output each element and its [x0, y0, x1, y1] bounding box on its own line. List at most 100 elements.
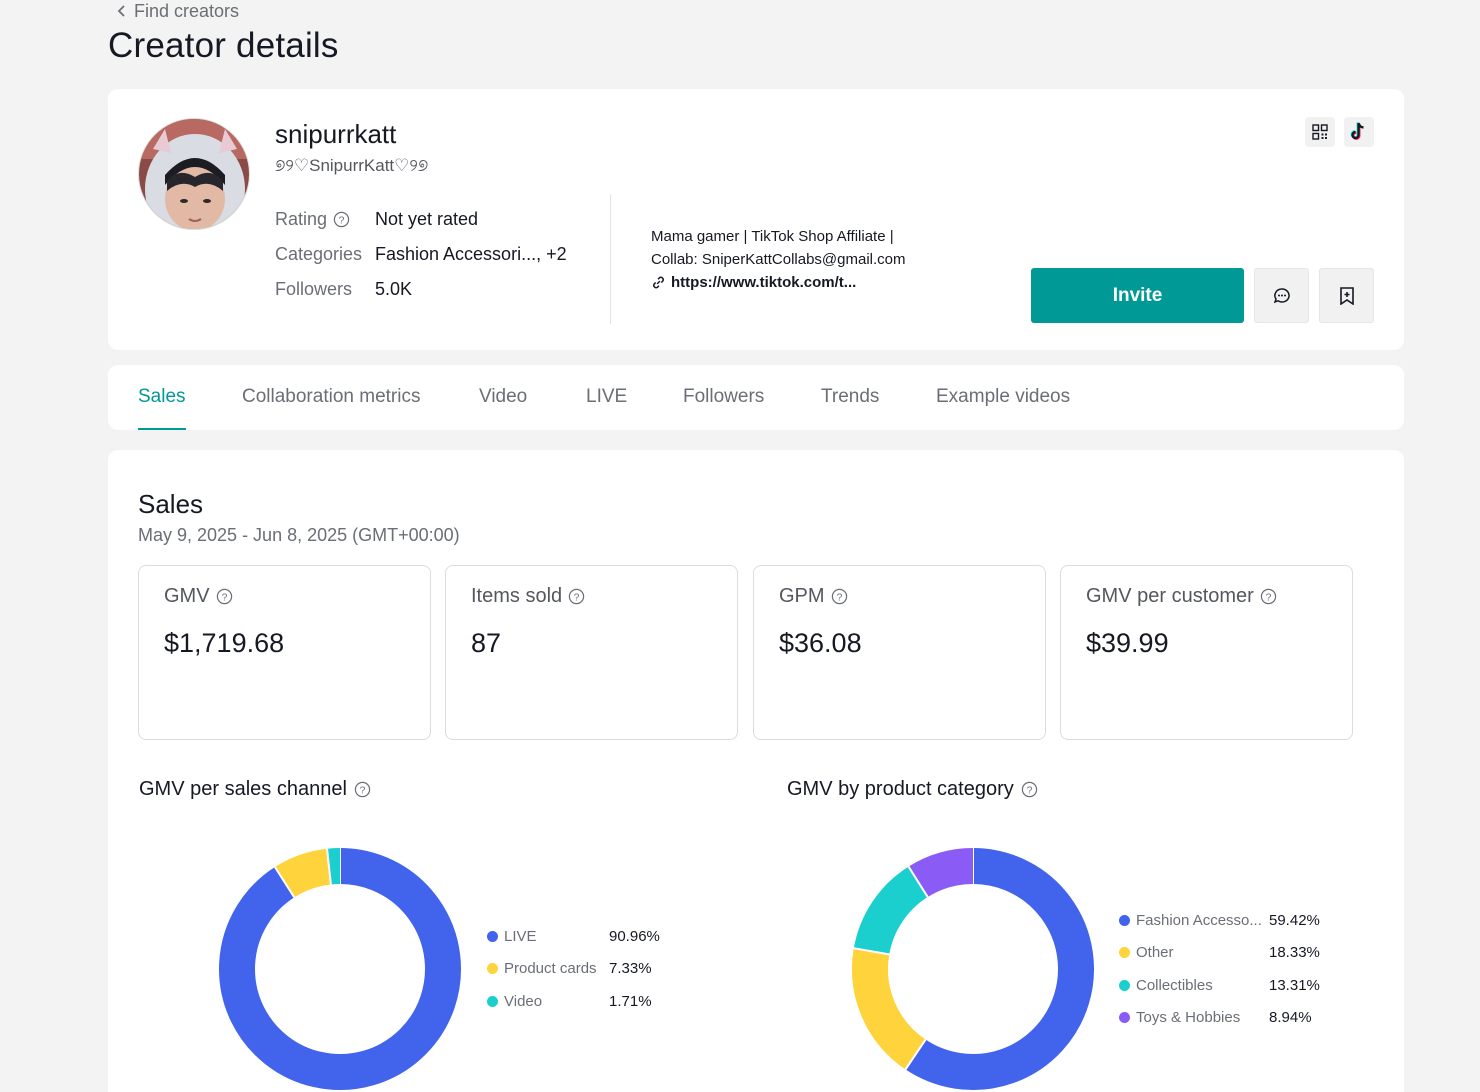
legend-percentage: 8.94% — [1269, 1009, 1312, 1027]
legend-item[interactable]: Collectibles 13.31% — [1119, 969, 1349, 1002]
bio-link[interactable]: https://www.tiktok.com/t... — [651, 271, 906, 294]
tab-live[interactable]: LIVE — [586, 386, 628, 407]
metric-value: $39.99 — [1086, 628, 1169, 658]
link-icon — [653, 276, 664, 289]
legend-label: LIVE — [504, 927, 537, 945]
metric-value: 87 — [471, 628, 502, 658]
chevron-left-icon — [117, 5, 125, 17]
metric-label: GPM — [779, 585, 825, 607]
legend-label: Other — [1136, 944, 1174, 962]
legend-item[interactable]: Toys & Hobbies 8.94% — [1119, 1002, 1349, 1035]
followers-row: Followers 5.0K — [275, 279, 412, 300]
back-link-label: Find creators — [134, 0, 240, 21]
tiktok-icon — [1350, 122, 1364, 140]
creator-profile-card: snipurrkatt ୭୨♡SnipurrKatt♡୨୭ Rating ? N… — [108, 89, 1404, 350]
legend-item[interactable]: Video 1.71% — [487, 985, 687, 1018]
creator-nickname: ୭୨♡SnipurrKatt♡୨୭ — [275, 156, 429, 175]
tiktok-profile-button[interactable] — [1344, 117, 1374, 147]
legend-color-swatch — [1119, 947, 1130, 959]
legend-item[interactable]: Other 18.33% — [1119, 937, 1349, 970]
tab-followers[interactable]: Followers — [683, 386, 765, 407]
metric-label: GMV per customer — [1086, 585, 1254, 607]
product-category-legend: Fashion Accesso... 59.42% Other 18.33% Colle… — [1119, 904, 1349, 1034]
legend-item[interactable]: Product cards 7.33% — [487, 953, 687, 986]
help-icon[interactable]: ? — [333, 211, 350, 228]
metric-value: $1,719.68 — [164, 628, 285, 658]
page-title: Creator details — [108, 26, 339, 65]
qr-code-button[interactable] — [1305, 117, 1335, 147]
slice-separator — [907, 866, 929, 898]
svg-text:?: ? — [1265, 592, 1271, 603]
metric-card-gmv-per-customer: GMV per customer ? $39.99 — [1060, 565, 1353, 740]
metric-card-items-sold: Items sold ? 87 — [445, 565, 738, 740]
help-icon[interactable]: ? — [1260, 588, 1277, 605]
donut-slice-collectibles[interactable] — [853, 866, 929, 955]
slice-separator — [853, 947, 890, 956]
legend-color-swatch — [487, 963, 498, 975]
legend-percentage: 18.33% — [1269, 944, 1320, 962]
sales-channel-legend: LIVE 90.96% Product cards 7.33% Video 1.71% — [487, 920, 687, 1018]
divider — [610, 194, 611, 324]
legend-percentage: 1.71% — [609, 992, 652, 1010]
donut-slice-product-cards[interactable] — [274, 848, 332, 898]
section-title: Sales — [138, 489, 204, 519]
chat-icon — [1273, 287, 1290, 303]
save-creator-button[interactable] — [1319, 268, 1374, 323]
legend-label: Toys & Hobbies — [1136, 1009, 1241, 1027]
metric-label: GMV — [164, 585, 210, 607]
bio-line: Collab: SniperKattCollabs@gmail.com — [651, 251, 906, 268]
legend-color-swatch — [1119, 979, 1130, 991]
legend-label: Product cards — [504, 960, 597, 978]
svg-text:?: ? — [339, 215, 345, 226]
chart-title-product-category: GMV by product category ? — [787, 778, 1038, 801]
help-icon[interactable]: ? — [216, 588, 233, 605]
rating-row: Rating ? Not yet rated — [275, 209, 478, 230]
categories-value[interactable]: Fashion Accessori..., +2 — [375, 244, 567, 264]
donut-slice-video[interactable] — [327, 848, 341, 885]
chart-title-text: GMV per sales channel — [139, 778, 347, 800]
donut-slice-fashion-accesso[interactable] — [905, 848, 1094, 1090]
metric-card-gpm: GPM ? $36.08 — [753, 565, 1046, 740]
slice-separator — [274, 866, 296, 898]
avatar — [138, 118, 250, 230]
metric-label: Items sold — [471, 585, 563, 607]
tab-trends[interactable]: Trends — [821, 386, 880, 407]
donut-slice-live[interactable] — [219, 848, 461, 1090]
tab-video[interactable]: Video — [479, 386, 528, 407]
svg-text:?: ? — [1026, 785, 1032, 796]
help-icon[interactable]: ? — [354, 781, 371, 798]
tab-sales[interactable]: Sales — [138, 365, 186, 430]
tab-example-videos[interactable]: Example videos — [936, 386, 1071, 407]
legend-percentage: 59.42% — [1269, 911, 1320, 929]
svg-text:?: ? — [360, 785, 366, 796]
legend-percentage: 13.31% — [1269, 976, 1320, 994]
help-icon[interactable]: ? — [831, 588, 848, 605]
rating-label: Rating — [275, 209, 328, 229]
bio-link-text: https://www.tiktok.com/t... — [671, 274, 857, 291]
donut-slice-toys-hobbies[interactable] — [908, 848, 974, 898]
chart-title-sales-channel: GMV per sales channel ? — [139, 778, 371, 801]
date-range: May 9, 2025 - Jun 8, 2025 (GMT+00:00) — [138, 525, 460, 545]
legend-label: Fashion Accesso... — [1136, 911, 1262, 929]
tab-collaboration-metrics[interactable]: Collaboration metrics — [242, 386, 421, 407]
legend-percentage: 7.33% — [609, 960, 652, 978]
donut-slice-other[interactable] — [852, 948, 927, 1070]
metric-card-gmv: GMV ? $1,719.68 — [138, 565, 431, 740]
message-button[interactable] — [1254, 268, 1309, 323]
chart-title-text: GMV by product category — [787, 778, 1014, 800]
legend-item[interactable]: LIVE 90.96% — [487, 920, 687, 953]
help-icon[interactable]: ? — [1021, 781, 1038, 798]
sales-channel-donut-chart — [219, 848, 461, 1090]
invite-button[interactable]: Invite — [1031, 268, 1244, 323]
help-icon[interactable]: ? — [568, 588, 585, 605]
back-to-find-creators-link[interactable]: Find creators — [116, 0, 239, 22]
legend-item[interactable]: Fashion Accesso... 59.42% — [1119, 904, 1349, 937]
legend-label: Video — [504, 992, 543, 1010]
tabs-bar: Sales Collaboration metrics Video LIVE F… — [108, 365, 1404, 430]
slice-separator — [326, 848, 332, 885]
categories-label: Categories — [275, 244, 363, 264]
bookmark-add-icon — [1339, 286, 1354, 305]
categories-row: Categories Fashion Accessori..., +2 — [275, 244, 567, 265]
product-category-donut-chart — [852, 848, 1094, 1090]
legend-percentage: 90.96% — [609, 927, 660, 945]
